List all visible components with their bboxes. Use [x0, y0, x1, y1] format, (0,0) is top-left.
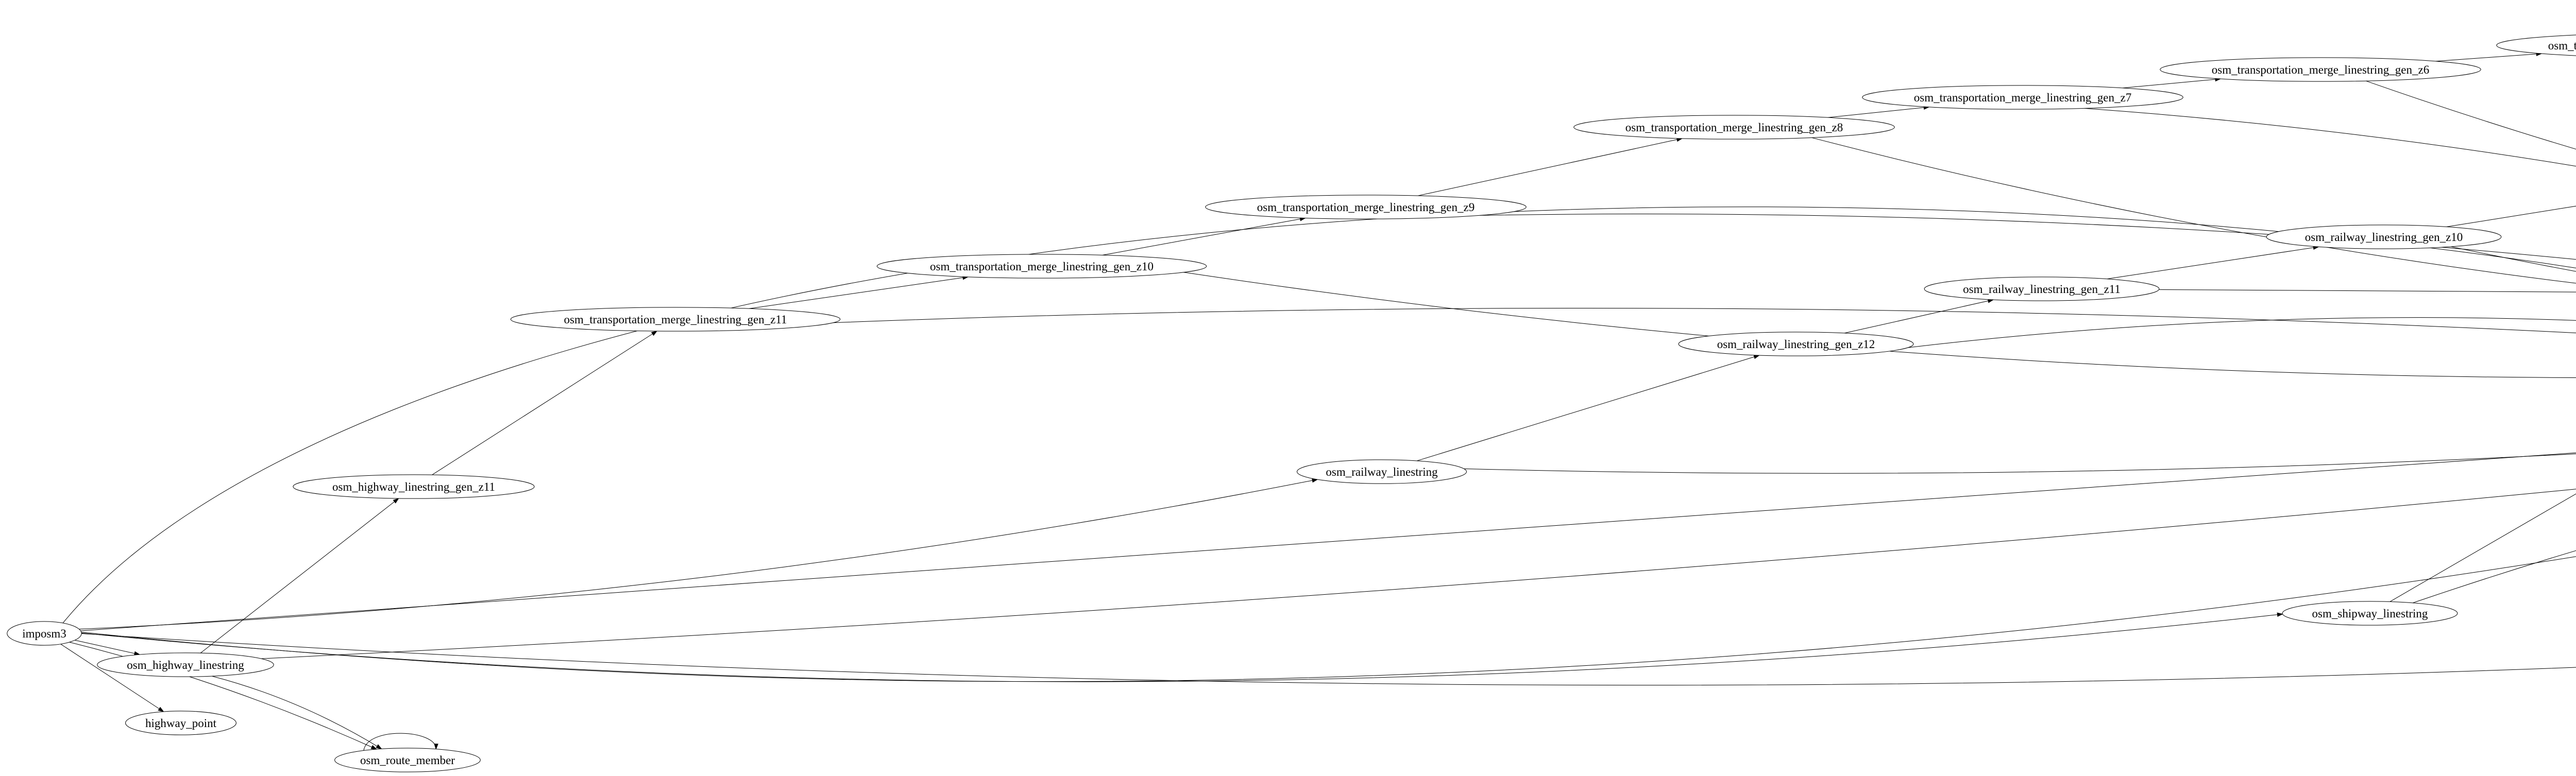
svg-text:osm_railway_linestring_gen_z12: osm_railway_linestring_gen_z12 — [1717, 338, 1875, 351]
svg-text:osm_highway_linestring: osm_highway_linestring — [127, 659, 244, 671]
svg-text:osm_transportation_merge_lines: osm_transportation_merge_linestring_gen_… — [564, 313, 787, 326]
svg-text:osm_transportation_merge_lines: osm_transportation_merge_linestring_gen_… — [2212, 63, 2429, 76]
svg-text:imposm3: imposm3 — [22, 627, 66, 640]
svg-text:osm_transportation_merge_lines: osm_transportation_merge_linestring_gen_… — [930, 260, 1154, 273]
svg-text:osm_highway_linestring_gen_z11: osm_highway_linestring_gen_z11 — [332, 480, 495, 493]
svg-text:highway_point: highway_point — [145, 717, 217, 730]
svg-text:osm_railway_linestring_gen_z10: osm_railway_linestring_gen_z10 — [2305, 231, 2463, 244]
svg-text:osm_railway_linestring_gen_z11: osm_railway_linestring_gen_z11 — [1963, 283, 2121, 296]
svg-text:osm_shipway_linestring: osm_shipway_linestring — [2312, 607, 2428, 620]
svg-text:osm_route_member: osm_route_member — [360, 754, 455, 767]
svg-text:osm_transportation_merge_lines: osm_transportation_merge_linestring_gen_… — [1257, 201, 1475, 214]
svg-text:osm_transportation_merge_lines: osm_transportation_merge_linestring_gen_… — [1625, 121, 1843, 134]
svg-text:osm_railway_linestring: osm_railway_linestring — [1326, 465, 1438, 478]
svg-text:osm_transportation_merge_lines: osm_transportation_merge_linestring_gen_… — [2548, 39, 2576, 52]
svg-text:osm_transportation_merge_lines: osm_transportation_merge_linestring_gen_… — [1914, 91, 2131, 104]
